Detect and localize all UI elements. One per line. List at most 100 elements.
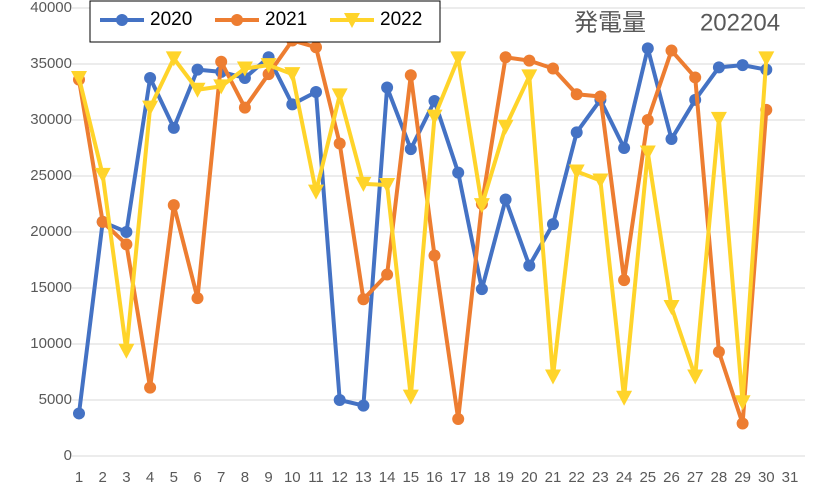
- x-tick-label: 28: [711, 469, 728, 486]
- point: [665, 44, 678, 57]
- point: [523, 259, 536, 272]
- chart-subtitle: 202204: [700, 9, 780, 36]
- x-tick-label: 31: [782, 469, 799, 486]
- x-tick-label: 10: [284, 469, 301, 486]
- point: [286, 98, 299, 111]
- series-line: [77, 46, 767, 414]
- point: [379, 177, 396, 193]
- point: [236, 61, 253, 77]
- point: [570, 126, 583, 139]
- point: [333, 137, 346, 150]
- point: [404, 143, 417, 156]
- point: [452, 166, 465, 179]
- point: [712, 345, 725, 358]
- x-tick-label: 12: [331, 469, 348, 486]
- point: [547, 62, 559, 75]
- point: [428, 94, 441, 107]
- x-tick-label: 8: [241, 469, 249, 486]
- x-tick-label: 26: [663, 469, 680, 486]
- point: [592, 173, 609, 189]
- chart-title: 発電量: [574, 9, 646, 36]
- point: [404, 69, 417, 82]
- point: [191, 292, 204, 305]
- x-tick-label: 9: [264, 469, 272, 486]
- point: [260, 58, 277, 74]
- point: [238, 72, 251, 84]
- x-tick-label: 2: [99, 469, 107, 486]
- point: [758, 51, 775, 67]
- point: [381, 268, 394, 281]
- x-tick-label: 25: [639, 469, 656, 486]
- point: [450, 51, 467, 67]
- point: [710, 111, 727, 127]
- point: [142, 100, 159, 116]
- y-tick-label: 0: [64, 447, 72, 464]
- x-tick-label: 11: [308, 469, 324, 486]
- point: [262, 68, 275, 81]
- point: [333, 394, 346, 406]
- point: [215, 55, 228, 68]
- point: [618, 274, 631, 287]
- point: [665, 133, 678, 146]
- point: [568, 164, 585, 180]
- x-tick-label: 6: [193, 469, 201, 486]
- x-tick-label: 20: [521, 469, 538, 486]
- point: [73, 407, 85, 420]
- x-tick-label: 30: [758, 469, 775, 486]
- point: [357, 293, 370, 306]
- point: [167, 121, 180, 134]
- y-tick-label: 10000: [30, 335, 72, 352]
- point: [189, 82, 206, 98]
- legend-marker: [116, 14, 128, 26]
- x-tick-label: 15: [402, 469, 419, 486]
- point: [355, 176, 372, 192]
- point: [357, 399, 370, 412]
- x-tick-label: 21: [545, 469, 562, 486]
- point: [521, 69, 538, 85]
- point: [120, 226, 133, 238]
- point: [238, 101, 251, 114]
- point: [118, 343, 135, 359]
- point: [734, 395, 751, 411]
- point: [381, 81, 394, 94]
- point: [712, 61, 725, 74]
- point: [523, 54, 536, 67]
- point: [167, 199, 180, 212]
- x-tick-label: 19: [497, 469, 514, 486]
- y-tick-label: 25000: [30, 167, 72, 184]
- x-tick-label: 27: [687, 469, 704, 486]
- point: [618, 142, 631, 154]
- x-tick-label: 4: [146, 469, 154, 486]
- x-tick-label: 22: [568, 469, 585, 486]
- legend-marker: [344, 13, 360, 28]
- point: [736, 59, 749, 72]
- point: [641, 42, 654, 55]
- x-tick-label: 1: [75, 469, 83, 486]
- x-tick-label: 18: [474, 469, 491, 486]
- x-tick-label: 3: [122, 469, 130, 486]
- x-tick-label: 23: [592, 469, 609, 486]
- point: [331, 88, 348, 104]
- point: [689, 71, 702, 84]
- series-line: [77, 38, 769, 426]
- point: [94, 167, 111, 183]
- point: [144, 381, 157, 394]
- point: [310, 41, 322, 54]
- y-tick-label: 15000: [30, 279, 72, 296]
- legend-marker: [231, 14, 243, 26]
- point: [165, 51, 182, 67]
- point: [191, 63, 204, 76]
- point: [310, 86, 322, 98]
- point: [663, 300, 680, 316]
- point: [616, 390, 633, 406]
- legend-label: 2022: [380, 9, 422, 30]
- x-tick-label: 7: [217, 469, 225, 486]
- point: [499, 193, 512, 206]
- x-tick-label: 29: [734, 469, 751, 486]
- legend-box: [89, 0, 441, 43]
- y-tick-label: 30000: [30, 111, 72, 128]
- point: [120, 238, 133, 251]
- x-tick-label: 16: [426, 469, 443, 486]
- point: [570, 88, 583, 101]
- x-tick-label: 5: [170, 469, 178, 486]
